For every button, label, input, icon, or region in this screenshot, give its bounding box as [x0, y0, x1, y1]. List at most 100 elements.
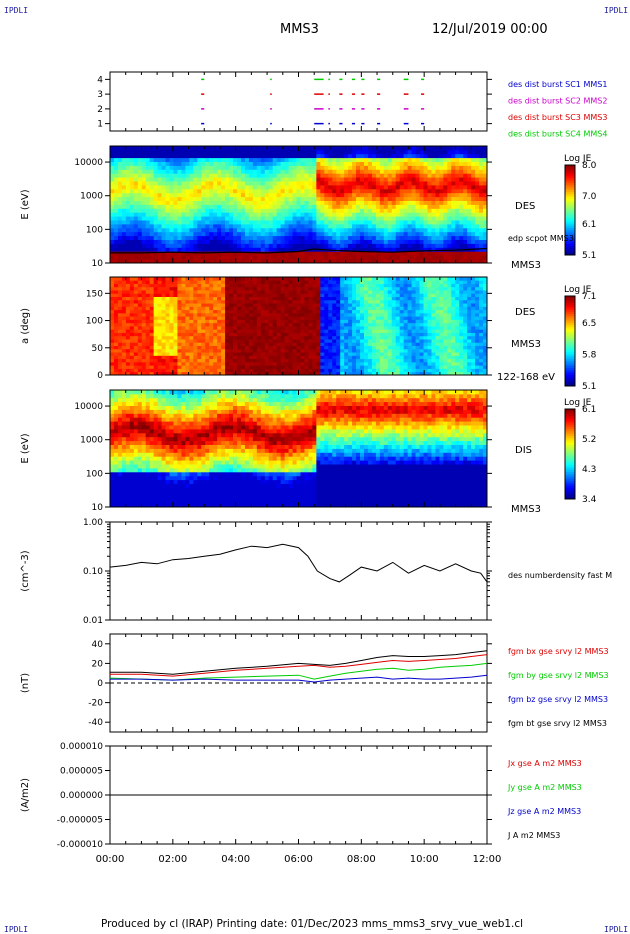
- heatmap-cell: [217, 212, 222, 217]
- heatmap-cell: [288, 216, 293, 221]
- heatmap-cell: [165, 188, 170, 194]
- heatmap-cell: [141, 355, 147, 360]
- heatmap-cell: [240, 326, 246, 330]
- heatmap-cell: [205, 296, 210, 301]
- heatmap-cell: [221, 352, 226, 356]
- heatmap-cell: [236, 339, 242, 343]
- heatmap-cell: [427, 204, 432, 209]
- heatmap-cell: [395, 181, 401, 186]
- heatmap-cell: [173, 188, 178, 194]
- heatmap-cell: [344, 196, 349, 201]
- heatmap-cell: [129, 283, 135, 288]
- heatmap-cell: [423, 200, 428, 205]
- heatmap-cell: [344, 220, 349, 225]
- heatmap-cell: [209, 251, 214, 256]
- heatmap-cell: [189, 286, 194, 291]
- heatmap-cell: [169, 169, 174, 174]
- heatmap-cell: [268, 286, 274, 291]
- heatmap-cell: [110, 296, 115, 301]
- heatmap-cell: [137, 239, 143, 244]
- heatmap-cell: [459, 204, 464, 209]
- heatmap-cell: [121, 368, 127, 373]
- heatmap-cell: [439, 243, 444, 248]
- heatmap-cell: [137, 247, 143, 252]
- heatmap-cell: [268, 299, 274, 304]
- heatmap-cell: [125, 355, 131, 360]
- heatmap-cell: [161, 173, 166, 178]
- heatmap-cell: [312, 224, 317, 229]
- heatmap-cell: [233, 290, 238, 294]
- heatmap-cell: [205, 290, 210, 294]
- heatmap-cell: [471, 204, 476, 209]
- heatmap-cell: [229, 345, 234, 350]
- heatmap-cell: [121, 247, 127, 252]
- heatmap-cell: [205, 358, 210, 363]
- heatmap-cell: [352, 296, 357, 301]
- heatmap-cell: [125, 345, 131, 350]
- heatmap-cell: [185, 368, 190, 373]
- heatmap-cell: [161, 296, 166, 301]
- heatmap-cell: [233, 283, 238, 288]
- heatmap-cell: [177, 157, 182, 162]
- heatmap-cell: [288, 283, 293, 288]
- heatmap-cell: [129, 290, 135, 294]
- heatmap-cell: [423, 161, 428, 166]
- heatmap-cell: [189, 365, 194, 369]
- heatmap-cell: [145, 361, 151, 366]
- heatmap-cell: [371, 247, 377, 252]
- heatmap-cell: [407, 216, 412, 221]
- heatmap-cell: [348, 335, 353, 340]
- heatmap-cell: [145, 157, 151, 162]
- heatmap-cell: [256, 146, 262, 151]
- heatmap-cell: [304, 224, 309, 229]
- heatmap-cell: [244, 165, 250, 170]
- heatmap-cell: [276, 220, 282, 225]
- heatmap-cell: [403, 173, 409, 178]
- heatmap-cell: [344, 358, 349, 363]
- heatmap-cell: [217, 192, 222, 198]
- heatmap-cell: [443, 259, 448, 264]
- colorbar-cell: [565, 171, 575, 175]
- heatmap-cell: [185, 188, 190, 194]
- heatmap-cell: [451, 243, 456, 248]
- heatmap-cell: [407, 204, 412, 209]
- heatmap-cell: [225, 352, 230, 356]
- heatmap-cell: [173, 329, 178, 333]
- heatmap-cell: [252, 283, 258, 288]
- heatmap-cell: [217, 355, 222, 360]
- heatmap-cell: [169, 319, 174, 324]
- heatmap-cell: [153, 146, 159, 151]
- heatmap-cell: [387, 196, 393, 201]
- heatmap-cell: [304, 358, 309, 363]
- heatmap-cell: [280, 243, 286, 248]
- heatmap-cell: [161, 161, 166, 166]
- heatmap-cell: [284, 326, 289, 330]
- heatmap-cell: [387, 224, 393, 229]
- heatmap-cell: [225, 227, 230, 233]
- heatmap-cell: [141, 227, 147, 233]
- heatmap-cell: [447, 220, 452, 225]
- heatmap-cell: [443, 173, 448, 178]
- burst-legend-entry: des dist burst SC2 MMS2: [508, 97, 607, 106]
- heatmap-cell: [296, 220, 301, 225]
- heatmap-cell: [324, 309, 329, 314]
- heatmap-cell: [236, 348, 242, 353]
- heatmap-cell: [149, 231, 155, 237]
- heatmap-cell: [475, 192, 480, 198]
- heatmap-cell: [304, 345, 309, 350]
- heatmap-cell: [177, 251, 182, 256]
- heatmap-cell: [272, 220, 278, 225]
- heatmap-cell: [236, 309, 242, 314]
- heatmap-cell: [252, 239, 258, 244]
- heatmap-cell: [475, 200, 480, 205]
- heatmap-cell: [431, 161, 436, 166]
- heatmap-cell: [236, 358, 242, 363]
- heatmap-cell: [356, 290, 361, 294]
- heatmap-cell: [137, 149, 143, 155]
- heatmap-cell: [288, 149, 293, 155]
- heatmap-cell: [181, 283, 186, 288]
- heatmap-cell: [292, 316, 297, 320]
- heatmap-cell: [320, 243, 325, 248]
- heatmap-cell: [201, 293, 206, 297]
